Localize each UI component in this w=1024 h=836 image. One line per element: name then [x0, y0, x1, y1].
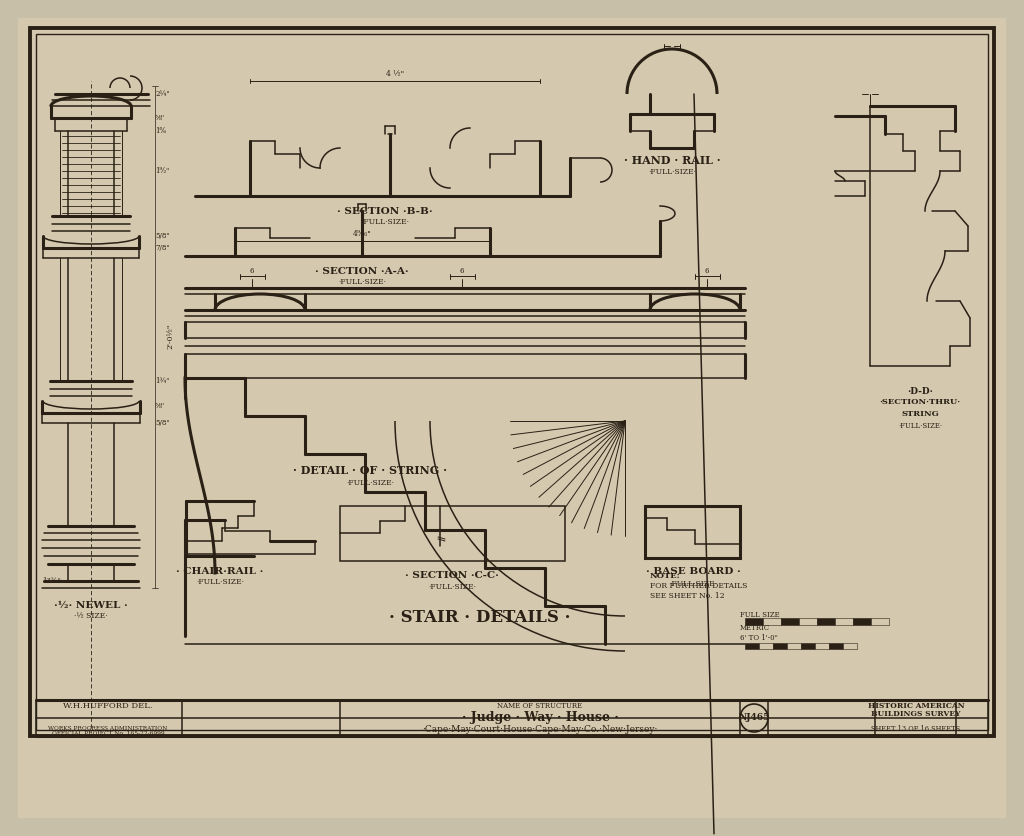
Bar [799, 618, 817, 625]
Text: ·SECTION·THRU·: ·SECTION·THRU· [880, 398, 961, 406]
Text: 7/8": 7/8" [155, 244, 170, 252]
Text: 4 ½": 4 ½" [386, 70, 404, 78]
Text: · SECTION ·A-A·: · SECTION ·A-A· [315, 267, 409, 276]
Bar [801, 643, 815, 649]
Text: STRING: STRING [901, 410, 939, 418]
Text: ·FULL·SIZE·: ·FULL·SIZE· [361, 218, 409, 226]
Bar [36, 34, 988, 730]
Text: 6: 6 [250, 267, 254, 275]
Bar [30, 28, 994, 736]
Text: ·D-D·: ·D-D· [907, 386, 933, 395]
Text: NOTE:: NOTE: [650, 572, 681, 580]
Text: ·FULL·SIZE·: ·FULL·SIZE· [346, 479, 394, 487]
Bar [645, 506, 740, 558]
Text: · DETAIL · OF · STRING ·: · DETAIL · OF · STRING · [293, 466, 447, 477]
Text: · SECTION ·B-B·: · SECTION ·B-B· [337, 206, 433, 216]
Text: 2'-0½": 2'-0½" [166, 324, 174, 349]
Text: ·FULL·SIZE·: ·FULL·SIZE· [338, 278, 386, 286]
Text: WORKS PROGRESS ADMINISTRATION: WORKS PROGRESS ADMINISTRATION [48, 726, 168, 731]
Bar [817, 618, 835, 625]
Text: ·½· NEWEL ·: ·½· NEWEL · [54, 601, 128, 610]
Text: 6: 6 [460, 267, 464, 275]
Text: 5/8": 5/8" [155, 232, 170, 240]
Text: 1⁹⁄₂": 1⁹⁄₂" [155, 167, 169, 175]
Bar [829, 643, 843, 649]
Text: 6: 6 [705, 267, 710, 275]
Text: ·FULL·SIZE·: ·FULL·SIZE· [898, 422, 942, 430]
Text: ⅜": ⅜" [155, 114, 165, 122]
Bar [781, 618, 799, 625]
Text: · HAND · RAIL ·: · HAND · RAIL · [624, 155, 720, 166]
Text: W.H.HUFFORD DEL.: W.H.HUFFORD DEL. [63, 702, 153, 710]
Text: ·Cape·May·Court·House·Cape·May·Co.·New·Jersey·: ·Cape·May·Court·House·Cape·May·Co.·New·J… [422, 726, 657, 735]
Text: ·FULL·SIZE·: ·FULL·SIZE· [669, 580, 717, 588]
Text: METRIC: METRIC [740, 624, 770, 632]
Text: NAME OF STRUCTURE: NAME OF STRUCTURE [498, 702, 583, 710]
Bar [759, 643, 773, 649]
Text: OFFICIAL PROJECT No. 165-22-6999: OFFICIAL PROJECT No. 165-22-6999 [51, 732, 164, 737]
Text: FOR FURTHER DETAILS: FOR FURTHER DETAILS [650, 582, 748, 590]
Text: 1¾": 1¾" [155, 377, 170, 385]
Text: · CHAIR·RAIL ·: · CHAIR·RAIL · [176, 567, 264, 575]
Bar [340, 506, 565, 561]
Text: FULL SIZE: FULL SIZE [740, 611, 779, 619]
Text: NJ465: NJ465 [738, 713, 770, 722]
Text: · BASE BOARD ·: · BASE BOARD · [645, 568, 740, 577]
Text: ⅜": ⅜" [155, 402, 165, 410]
Text: · SECTION ·C-C·: · SECTION ·C-C· [406, 570, 499, 579]
Bar [787, 643, 801, 649]
Bar [773, 643, 787, 649]
Text: 1⁶⁄₆: 1⁶⁄₆ [155, 127, 166, 135]
Text: SEE SHEET No. 12: SEE SHEET No. 12 [650, 592, 725, 600]
Text: · Judge · Way · House ·: · Judge · Way · House · [462, 711, 618, 725]
Bar [835, 618, 853, 625]
Text: 4⁹⁄₁₆": 4⁹⁄₁₆" [352, 230, 372, 238]
Text: · STAIR · DETAILS ·: · STAIR · DETAILS · [389, 609, 570, 626]
Bar [745, 643, 759, 649]
Text: 5/8": 5/8" [155, 419, 170, 427]
Bar [745, 618, 763, 625]
Text: ·FULL·SIZE·: ·FULL·SIZE· [648, 168, 696, 176]
Bar [853, 618, 871, 625]
Text: ·FULL·SIZE·: ·FULL·SIZE· [428, 583, 476, 591]
Text: 6' TO 1'-0": 6' TO 1'-0" [740, 634, 778, 642]
Text: 13¾": 13¾" [42, 577, 60, 585]
Text: ·½ SIZE·: ·½ SIZE· [74, 612, 108, 620]
Bar [815, 643, 829, 649]
Text: BUILDINGS SURVEY: BUILDINGS SURVEY [871, 710, 961, 718]
Text: 2¼": 2¼" [155, 90, 170, 98]
Text: SHEET 13 OF 16 SHEETS: SHEET 13 OF 16 SHEETS [871, 725, 961, 733]
Text: ·FULL·SIZE·: ·FULL·SIZE· [196, 578, 244, 586]
Bar [763, 618, 781, 625]
Bar [843, 643, 857, 649]
Text: HISTORIC AMERICAN: HISTORIC AMERICAN [867, 702, 965, 710]
Bar [871, 618, 889, 625]
